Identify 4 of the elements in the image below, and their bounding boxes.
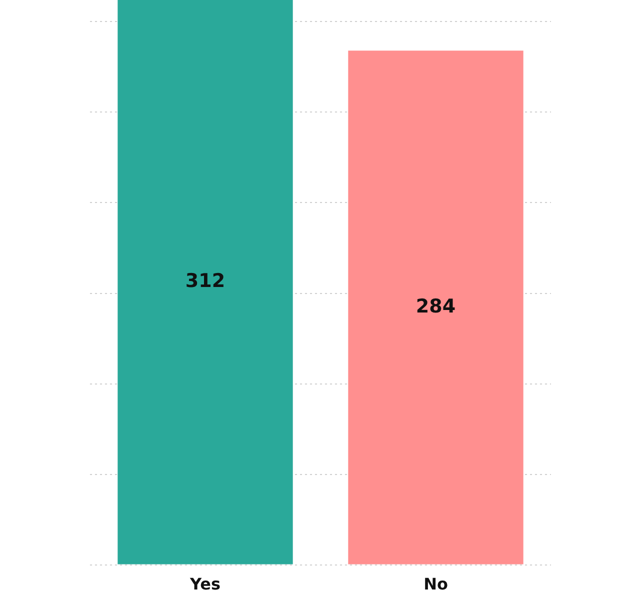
- data-label: 312: [185, 270, 226, 292]
- x-tick-label: No: [424, 574, 448, 594]
- data-label: 284: [416, 295, 456, 318]
- x-tick-label: Yes: [189, 574, 220, 594]
